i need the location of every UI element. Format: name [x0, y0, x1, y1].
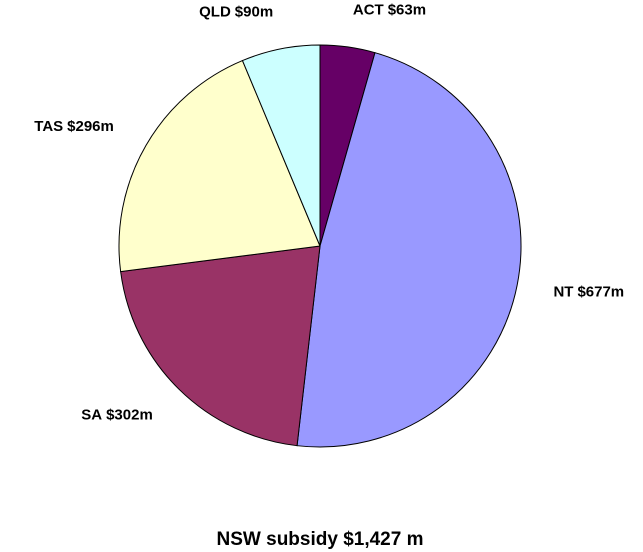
slice-value-label: $63m [388, 1, 426, 18]
pie-slice [296, 52, 522, 448]
slice-category: TAS [34, 118, 63, 135]
pie-slice [120, 245, 321, 447]
slice-category: NT [553, 283, 573, 300]
slice-value-label: $677m [577, 283, 624, 300]
pie-slice [118, 59, 321, 273]
slice-label: QLD $90m [199, 4, 273, 21]
slice-category: SA [81, 406, 102, 423]
slice-value-label: $90m [235, 4, 273, 21]
slice-label: SA $302m [81, 406, 153, 423]
chart-title: NSW subsidy $1,427 m [217, 529, 424, 550]
pie-slice [241, 44, 321, 247]
slice-label: TAS $296m [34, 118, 114, 135]
slice-category: ACT [353, 1, 384, 18]
slice-value-label: $302m [106, 406, 153, 423]
slice-value-label: $296m [67, 118, 114, 135]
slice-category: QLD [199, 4, 231, 21]
slice-label: NT $677m [553, 283, 624, 300]
slice-label: ACT $63m [353, 1, 426, 18]
